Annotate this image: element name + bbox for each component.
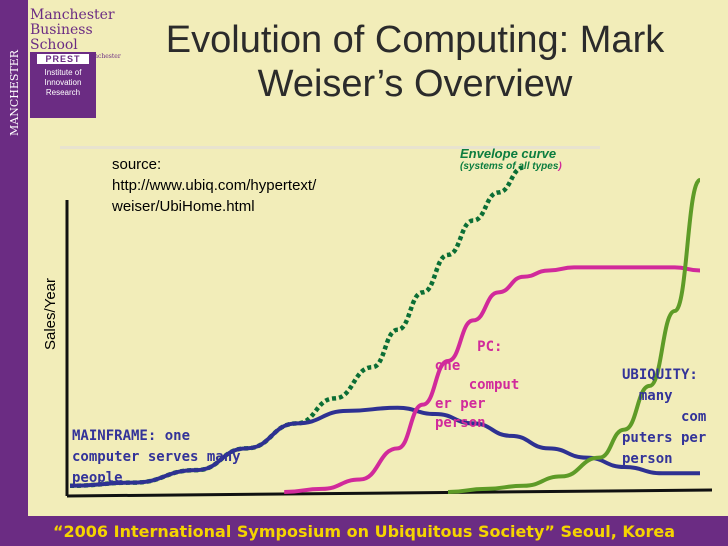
envelope-subtitle-text: (systems of all types (460, 161, 559, 172)
left-brand-bar: MANCHESTER 1824 (0, 0, 28, 546)
prest-logo: PREST Institute of Innovation Research (30, 52, 96, 118)
manchester-vertical-logo: MANCHESTER 1824 (8, 48, 21, 136)
envelope-subtitle: (systems of all types) (460, 161, 562, 172)
business-school-name: Manchester Business School (30, 7, 115, 53)
source-citation: source: http://www.ubiq.com/hypertext/ w… (112, 156, 317, 215)
footer-text: “2006 International Symposium on Ubiquit… (53, 522, 675, 541)
ubiquity-curve-line (447, 178, 702, 494)
mainframe-label: MAINFRAME: one computer serves many peop… (72, 428, 241, 486)
footer-bar: “2006 International Symposium on Ubiquit… (0, 516, 728, 546)
prest-institute-text: Institute of Innovation Research (44, 68, 82, 97)
envelope-curve-label: Envelope curve (systems of all types) (460, 146, 562, 172)
y-axis-label: Sales/Year (42, 278, 59, 350)
ubiquity-label: UBIQUITY: many com puters per person (622, 367, 707, 467)
manchester-logo-text: MANCHESTER 1824 (8, 48, 21, 136)
envelope-subtitle-paren: ) (558, 161, 562, 172)
slide-title: Evolution of Computing: Mark Weiser’s Ov… (165, 19, 665, 105)
prest-tag: PREST (37, 54, 89, 64)
x-axis (66, 488, 713, 498)
pc-curve-line (284, 265, 701, 494)
mainframe-curve-line (69, 405, 700, 488)
pc-label: PC: one comput er per person (435, 339, 520, 431)
envelope-title: Envelope curve (460, 146, 557, 161)
title-divider (60, 146, 600, 149)
